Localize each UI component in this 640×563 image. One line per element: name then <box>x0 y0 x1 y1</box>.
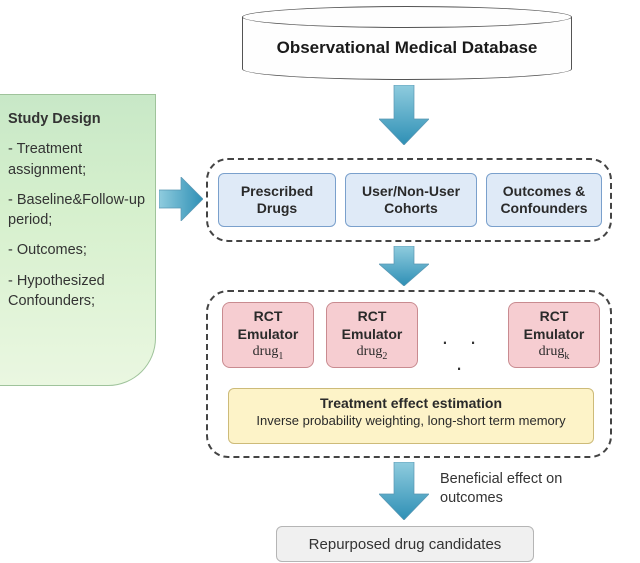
rct-emulator-k: RCT Emulator drugk <box>508 302 600 368</box>
panel-item: - Hypothesized Confounders; <box>8 271 145 312</box>
rct-emulator-2: RCT Emulator drug2 <box>326 302 418 368</box>
rct-title: RCT Emulator <box>509 307 599 343</box>
cohorts-box: User/Non-User Cohorts <box>345 173 477 227</box>
db-label: Observational Medical Database <box>242 38 572 58</box>
database-node: Observational Medical Database <box>242 6 572 80</box>
arrow-right-icon <box>159 177 203 221</box>
ellipsis: . . . <box>428 324 498 376</box>
panel-item: - Baseline&Follow-up period; <box>8 190 145 231</box>
db-top-ellipse <box>242 6 572 28</box>
arrow-down-icon <box>379 462 429 520</box>
rct-drug-label: drug2 <box>357 343 388 363</box>
panel-item: - Treatment assignment; <box>8 139 145 180</box>
rct-drug-label: drug1 <box>253 343 284 363</box>
beneficial-annotation: Beneficial effect on outcomes <box>440 470 620 508</box>
study-design-panel: Study Design - Treatment assignment; - B… <box>0 94 156 386</box>
panel-item: - Outcomes; <box>8 240 145 260</box>
yellow-subtitle: Inverse probability weighting, long-shor… <box>237 413 585 428</box>
yellow-title: Treatment effect estimation <box>237 395 585 411</box>
output-box: Repurposed drug candidates <box>276 526 534 562</box>
rct-drug-label: drugk <box>539 343 570 363</box>
arrow-down-icon <box>379 246 429 286</box>
treatment-effect-box: Treatment effect estimation Inverse prob… <box>228 388 594 444</box>
arrow-down-icon <box>379 85 429 145</box>
rct-title: RCT Emulator <box>327 307 417 343</box>
outcomes-box: Outcomes & Confounders <box>486 173 602 227</box>
panel-title: Study Design <box>8 109 145 129</box>
rct-emulator-1: RCT Emulator drug1 <box>222 302 314 368</box>
rct-title: RCT Emulator <box>223 307 313 343</box>
prescribed-drugs-box: Prescribed Drugs <box>218 173 336 227</box>
